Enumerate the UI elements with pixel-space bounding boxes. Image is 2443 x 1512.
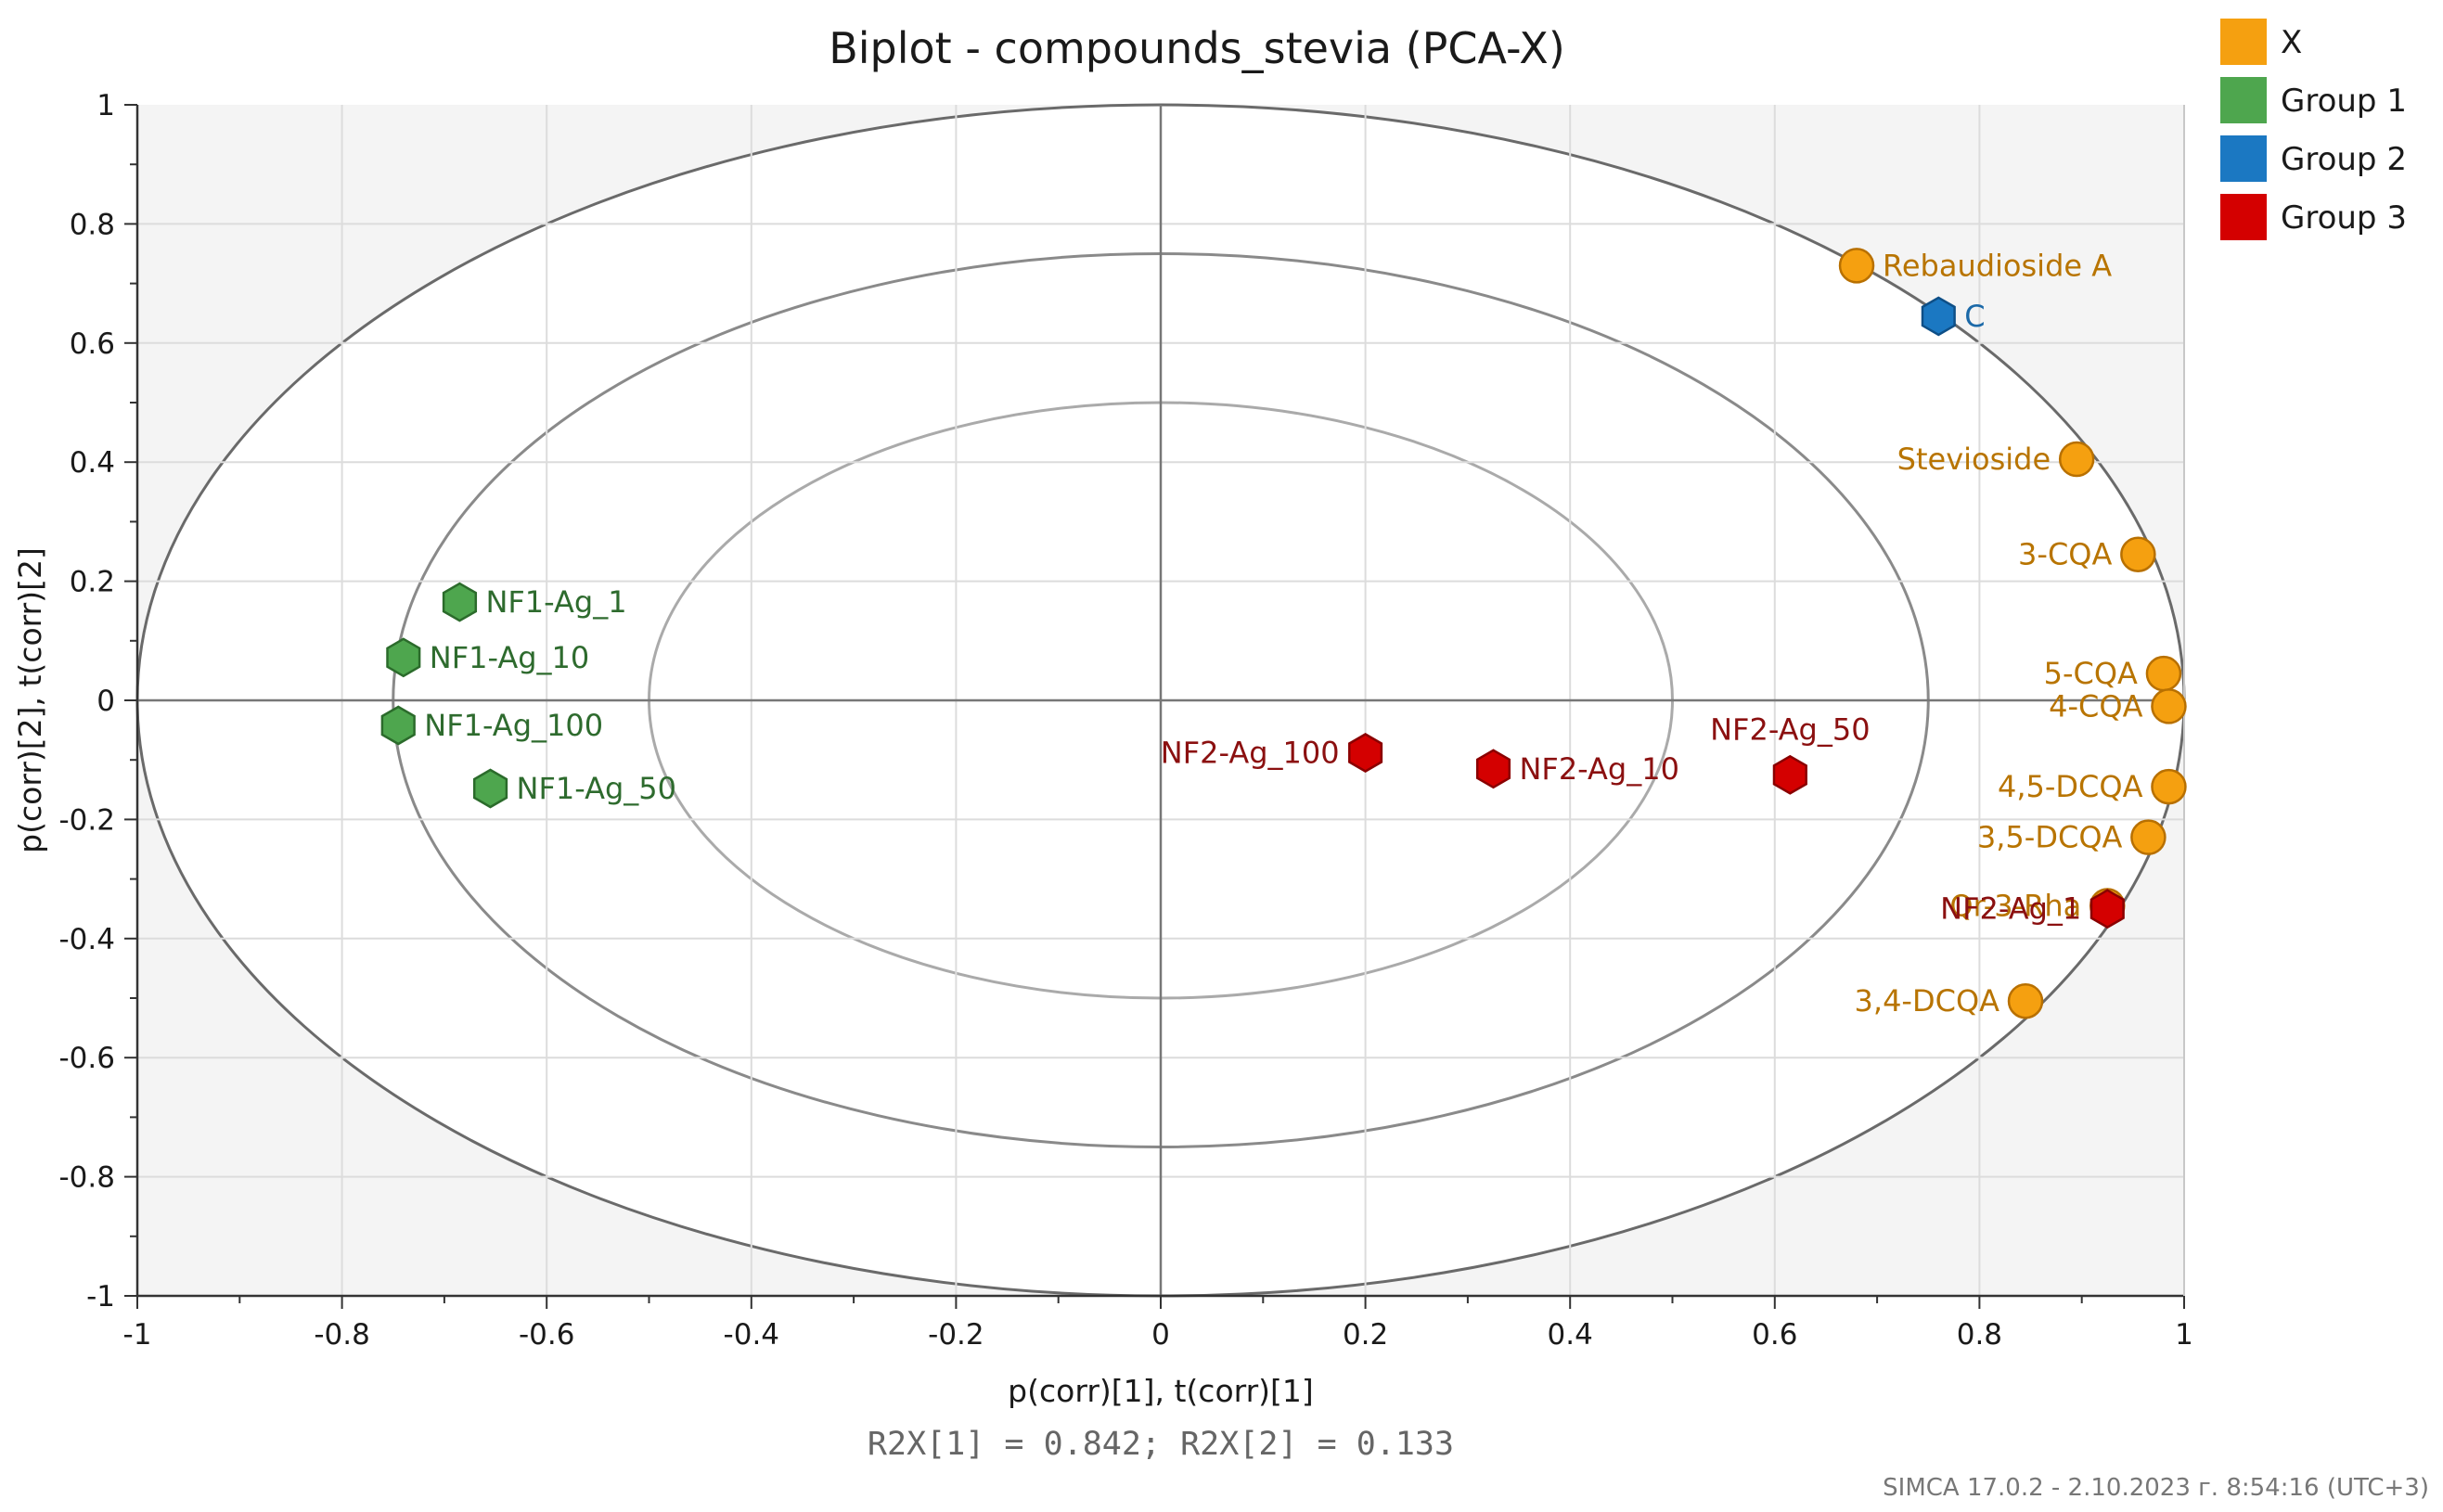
x-tick-label: -0.8 bbox=[314, 1318, 370, 1352]
series-group-3: NF2-Ag_100 NF2-Ag_10 NF2-Ag_50 NF2-Ag_1 bbox=[1161, 711, 2125, 929]
point-nf2-ag-50 bbox=[1772, 754, 1807, 795]
point-3-5-dcqa-label: 3,5-DCQA bbox=[1977, 820, 2123, 855]
point-c-label: C bbox=[1964, 299, 1985, 334]
point-5-cqa bbox=[2145, 655, 2182, 692]
x-tick-label: -0.6 bbox=[519, 1318, 575, 1352]
point-4-5-dcqa-label: 4,5-DCQA bbox=[1998, 769, 2143, 804]
y-tick-label: 0 bbox=[96, 685, 115, 718]
legend-label-group-2: Group 2 bbox=[2281, 141, 2407, 178]
point-nf1-ag-50-label: NF1-Ag_50 bbox=[517, 771, 676, 806]
legend-label-group-3: Group 3 bbox=[2281, 199, 2407, 237]
x-tick-label: -0.4 bbox=[724, 1318, 780, 1352]
point-nf1-ag-50 bbox=[472, 768, 508, 809]
y-tick-label: -0.2 bbox=[59, 803, 116, 837]
point-3-cqa-label: 3-CQA bbox=[2018, 537, 2112, 572]
r2x-annotation: R2X[1] = 0.842; R2X[2] = 0.133 bbox=[868, 1426, 1454, 1463]
zero-axis-lines bbox=[137, 105, 2184, 1296]
point-nf1-ag-10 bbox=[386, 637, 421, 678]
point-nf2-ag-100-label: NF2-Ag_100 bbox=[1161, 735, 1340, 770]
x-tick-label: 0.6 bbox=[1752, 1318, 1797, 1352]
point-stevioside-label: Stevioside bbox=[1897, 442, 2051, 477]
x-tick-label: 0.4 bbox=[1548, 1318, 1593, 1352]
legend-swatch-group-2 bbox=[2220, 135, 2267, 182]
y-tick-label: 0.4 bbox=[70, 446, 115, 480]
point-nf2-ag-10 bbox=[1475, 749, 1511, 789]
y-tick-label: -0.4 bbox=[59, 923, 116, 956]
point-nf1-ag-1-label: NF1-Ag_1 bbox=[485, 584, 626, 620]
point-rebaudioside-a bbox=[1838, 248, 1875, 284]
legend-label-group-1: Group 1 bbox=[2281, 83, 2407, 120]
point-nf2-ag-100 bbox=[1348, 733, 1383, 773]
point-nf1-ag-100 bbox=[380, 705, 416, 746]
point-4-cqa-label: 4-CQA bbox=[2049, 688, 2142, 724]
chart-title: Biplot - compounds_stevia (PCA-X) bbox=[829, 23, 1565, 73]
y-tick-label: 1 bbox=[96, 89, 115, 122]
legend-swatch-group-1 bbox=[2220, 77, 2267, 123]
point-nf2-ag-1-label: NF2-Ag_1 bbox=[1940, 891, 2081, 927]
series-group-1: NF1-Ag_1 NF1-Ag_10 NF1-Ag_100 NF1-Ag_50 bbox=[380, 582, 676, 809]
y-tick-label: 0.8 bbox=[70, 208, 115, 241]
point-5-cqa-label: 5-CQA bbox=[2044, 656, 2138, 691]
x-tick-label: -0.2 bbox=[928, 1318, 984, 1352]
point-nf2-ag-1 bbox=[2089, 889, 2125, 929]
series-group-2: C bbox=[1921, 296, 1986, 337]
y-tick-label: 0.6 bbox=[70, 327, 115, 361]
y-tick-label: -1 bbox=[86, 1280, 115, 1313]
x-tick-labels: -1 -0.8 -0.6 -0.4 -0.2 0 0.2 0.4 0.6 0.8 1 bbox=[123, 1318, 2193, 1352]
legend: X Group 1 Group 2 Group 3 bbox=[2220, 19, 2407, 240]
point-c bbox=[1921, 296, 1956, 337]
point-qr-3-rha-label: Qr-3-Rha bbox=[1949, 888, 2081, 923]
y-axis-label: p(corr)[2], t(corr)[2] bbox=[12, 547, 48, 853]
y-tick-label: -0.8 bbox=[59, 1161, 116, 1195]
legend-swatch-group-3 bbox=[2220, 194, 2267, 240]
point-4-cqa bbox=[2151, 688, 2187, 724]
y-tick-labels: 1 0.8 0.6 0.4 0.2 0 -0.2 -0.4 -0.6 -0.8 -1 bbox=[59, 89, 116, 1313]
x-tick-label: 0.2 bbox=[1343, 1318, 1388, 1352]
point-4-5-dcqa bbox=[2151, 768, 2187, 805]
point-3-cqa bbox=[2120, 536, 2156, 572]
point-nf1-ag-1 bbox=[442, 582, 478, 622]
x-tick-label: 0 bbox=[1151, 1318, 1170, 1352]
x-axis-label: p(corr)[1], t(corr)[1] bbox=[1008, 1373, 1314, 1409]
y-tick-label: 0.2 bbox=[70, 566, 115, 599]
x-tick-label: 0.8 bbox=[1957, 1318, 2002, 1352]
point-nf1-ag-10-label: NF1-Ag_10 bbox=[430, 640, 589, 675]
legend-label-x: X bbox=[2281, 24, 2302, 61]
x-tick-label: -1 bbox=[123, 1318, 152, 1352]
point-3-4-dcqa-label: 3,4-DCQA bbox=[1855, 983, 2000, 1019]
point-nf1-ag-100-label: NF1-Ag_100 bbox=[424, 708, 603, 743]
legend-swatch-x bbox=[2220, 19, 2267, 65]
y-tick-label: -0.6 bbox=[59, 1042, 116, 1075]
point-nf2-ag-50-label: NF2-Ag_50 bbox=[1710, 711, 1870, 747]
point-rebaudioside-a-label: Rebaudioside A bbox=[1883, 248, 2112, 283]
point-nf2-ag-10-label: NF2-Ag_10 bbox=[1519, 751, 1678, 787]
point-3-5-dcqa bbox=[2130, 819, 2167, 855]
x-tick-label: 1 bbox=[2175, 1318, 2193, 1352]
point-3-4-dcqa bbox=[2007, 982, 2044, 1019]
point-stevioside bbox=[2058, 441, 2095, 478]
software-footer: SIMCA 17.0.2 - 2.10.2023 г. 8:54:16 (UTC… bbox=[1883, 1474, 2429, 1502]
